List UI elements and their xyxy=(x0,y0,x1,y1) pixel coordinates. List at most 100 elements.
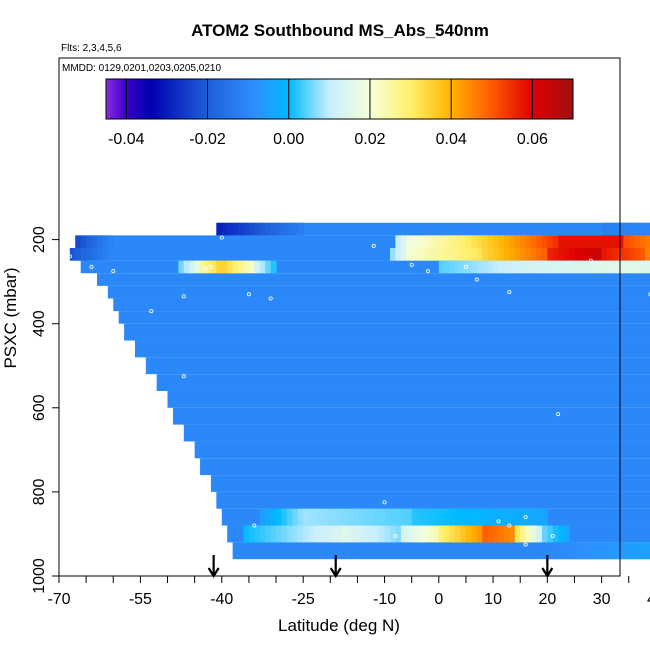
heatmap-cell xyxy=(596,235,603,249)
chart-title: ATOM2 Southbound MS_Abs_540nm xyxy=(191,21,489,40)
heatmap-cell xyxy=(536,508,543,526)
x-tick-label: -70 xyxy=(47,591,70,608)
heatmap-cell xyxy=(254,222,261,236)
heatmap-cell xyxy=(243,525,250,543)
heatmap-cell xyxy=(536,525,543,543)
heatmap-cell xyxy=(541,235,548,249)
colorbar-tick-label: 0.04 xyxy=(436,131,467,148)
heatmap-cell xyxy=(91,248,98,261)
heatmap-layer xyxy=(156,374,650,391)
heatmap-cell xyxy=(487,508,494,526)
heatmap-cell xyxy=(465,260,472,274)
heatmap-cell xyxy=(503,508,510,526)
heatmap-cell xyxy=(75,248,82,261)
heatmap-cell xyxy=(645,542,650,560)
heatmap-layer xyxy=(183,424,650,442)
heatmap-cell xyxy=(509,248,516,261)
x-tick-label: 40 xyxy=(647,591,650,608)
heatmap-cell xyxy=(449,260,456,274)
heatmap-cell xyxy=(444,248,451,261)
heatmap-cell xyxy=(617,542,624,560)
heatmap-cell xyxy=(645,260,650,274)
heatmap-cell xyxy=(422,248,429,261)
heatmap-cell xyxy=(525,508,532,526)
heatmap-cell xyxy=(498,508,505,526)
heatmap-cell xyxy=(460,260,467,274)
heatmap-cell xyxy=(520,235,527,249)
heatmap-cell xyxy=(75,235,82,249)
heatmap-cell xyxy=(536,248,543,261)
heatmap-cell xyxy=(352,525,359,543)
heatmap-cell xyxy=(210,260,217,274)
heatmap-cell xyxy=(427,525,434,543)
heatmap-cell xyxy=(520,508,527,526)
heatmap-cell xyxy=(639,260,646,274)
heatmap-cell xyxy=(541,525,548,543)
heatmap-layer xyxy=(113,298,650,312)
sample-point xyxy=(382,500,387,505)
heatmap-cell xyxy=(232,222,239,236)
heatmap-cell xyxy=(601,222,608,236)
heatmap-cell xyxy=(438,508,445,526)
heatmap-cell xyxy=(194,260,201,274)
heatmap-cell xyxy=(531,260,538,274)
heatmap-cell xyxy=(281,525,288,543)
heatmap-cell xyxy=(433,235,440,249)
heatmap-cell xyxy=(335,508,342,526)
heatmap-cell xyxy=(319,525,326,543)
heatmap-cell xyxy=(563,248,570,261)
heatmap-cell xyxy=(433,525,440,543)
heatmap-cell xyxy=(607,248,614,261)
heatmap-cell xyxy=(384,508,391,526)
heatmap-cell xyxy=(465,235,472,249)
heatmap-cell xyxy=(406,235,413,249)
heatmap-cell xyxy=(585,542,592,560)
sample-point xyxy=(246,292,251,297)
heatmap-cell xyxy=(487,260,494,274)
heatmap-cell xyxy=(493,260,500,274)
heatmap-cell xyxy=(102,248,109,261)
heatmap-cell xyxy=(645,235,650,249)
heatmap-cell xyxy=(525,235,532,249)
heatmap-cell xyxy=(297,508,304,526)
sample-point xyxy=(208,264,213,269)
heatmap-cell xyxy=(417,235,424,249)
heatmap-cell xyxy=(427,508,434,526)
heatmap-cell xyxy=(238,222,245,236)
heatmap-cell xyxy=(91,235,98,249)
heatmap-cell xyxy=(422,525,429,543)
heatmap-cell xyxy=(569,248,576,261)
heatmap-cell xyxy=(628,235,635,249)
heatmap-cell xyxy=(531,525,538,543)
heatmap-cell xyxy=(286,222,293,236)
heatmap-cell xyxy=(498,235,505,249)
heatmap-cell xyxy=(444,260,451,274)
heatmap-cell xyxy=(563,542,570,560)
heatmap-cell xyxy=(406,525,413,543)
heatmap-cell xyxy=(265,525,272,543)
heatmap-cell xyxy=(243,222,250,236)
heatmap-cell xyxy=(547,542,554,560)
x-tick-label: -40 xyxy=(210,591,233,608)
heatmap-cell xyxy=(292,508,299,526)
heatmap-cell xyxy=(276,508,283,526)
y-tick-label: 200 xyxy=(31,226,48,253)
heatmap-cell xyxy=(476,248,483,261)
heatmap-cell xyxy=(324,508,331,526)
heatmap-cell xyxy=(579,542,586,560)
heatmap-cell xyxy=(227,222,234,236)
heatmap-cell xyxy=(265,222,272,236)
heatmap-cell xyxy=(563,260,570,274)
colorbar-tick-label: 0.06 xyxy=(517,131,548,148)
heatmap-cell xyxy=(536,260,543,274)
heatmap-cell xyxy=(433,248,440,261)
heatmap-cell xyxy=(455,248,462,261)
heatmap-cell xyxy=(471,260,478,274)
heatmap-cell xyxy=(286,525,293,543)
sample-point xyxy=(111,269,116,274)
heatmap-cell xyxy=(514,508,521,526)
heatmap-cell xyxy=(411,508,418,526)
heatmap-cell xyxy=(552,235,559,249)
heatmap-layer xyxy=(145,357,650,375)
heatmap-cell xyxy=(612,222,619,236)
